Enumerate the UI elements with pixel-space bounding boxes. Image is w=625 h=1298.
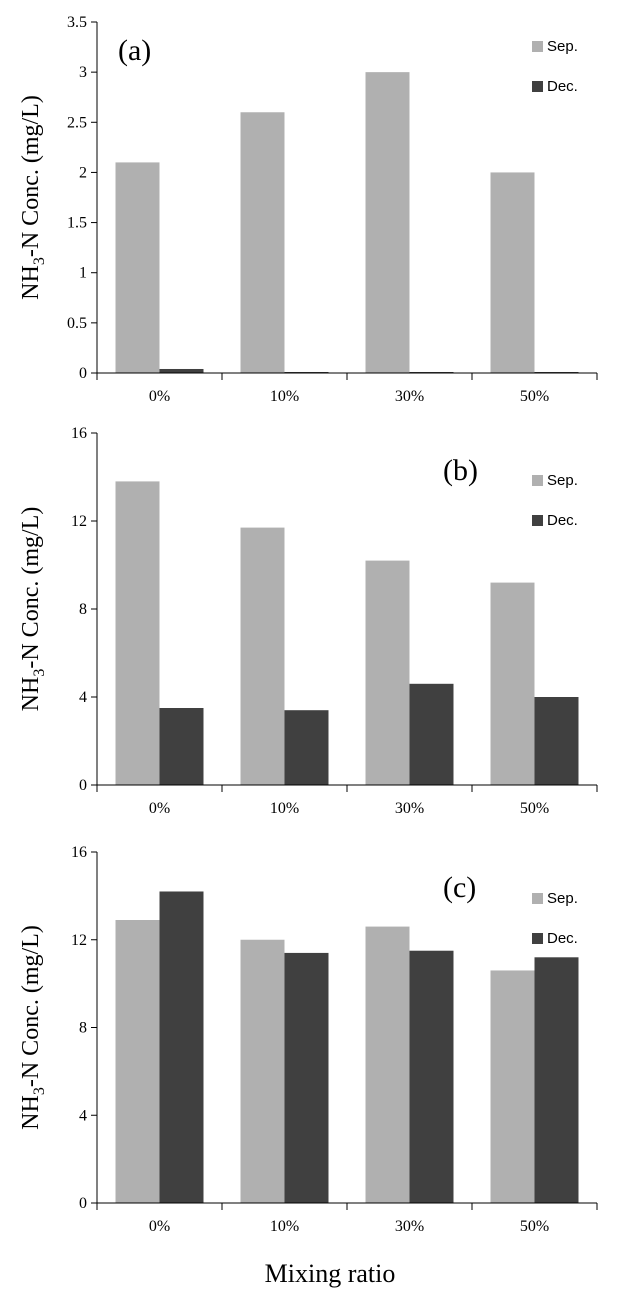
y-axis-label: NH3-N Conc. (mg/L) [18, 95, 48, 300]
y-tick-label: 8 [79, 601, 87, 618]
legend-label-sep: Sep. [547, 890, 578, 907]
bar-sep-0pct [115, 162, 160, 373]
y-tick-label: 1 [79, 265, 87, 282]
bar-dec-10pct [284, 371, 329, 373]
y-tick-label: 16 [71, 425, 87, 442]
legend-swatch-sep [532, 41, 543, 52]
bar-dec-30pct [409, 683, 454, 785]
bar-sep-50pct [490, 582, 535, 785]
bar-sep-50pct [490, 172, 535, 373]
bar-dec-10pct [284, 710, 329, 785]
y-tick-label: 12 [71, 932, 87, 949]
panel-label: (a) [118, 34, 151, 67]
y-axis-label-part: -N Conc. (mg/L) [18, 925, 44, 1087]
legend-swatch-sep [532, 893, 543, 904]
bar-sep-30pct [365, 926, 410, 1203]
bar-dec-0pct [159, 891, 204, 1203]
y-axis-label-part: NH [18, 677, 44, 712]
x-tick-label: 10% [270, 388, 299, 405]
bar-dec-30pct [409, 950, 454, 1203]
bar-dec-0pct [159, 708, 204, 785]
y-axis-label-part: NH [18, 1095, 44, 1130]
y-tick-label: 2 [79, 164, 87, 181]
bar-dec-0pct [159, 368, 204, 373]
bar-sep-10pct [240, 527, 285, 785]
x-tick-label: 0% [149, 388, 170, 405]
x-tick-label: 30% [395, 1218, 424, 1235]
x-tick-label: 30% [395, 800, 424, 817]
y-tick-label: 3.5 [67, 14, 87, 31]
bar-dec-10pct [284, 952, 329, 1203]
bar-dec-50pct [534, 371, 579, 373]
x-tick-label: 30% [395, 388, 424, 405]
y-tick-label: 4 [79, 1107, 87, 1124]
bar-dec-50pct [534, 957, 579, 1203]
y-tick-label: 16 [71, 844, 87, 861]
bar-sep-10pct [240, 939, 285, 1203]
panel-label: (c) [443, 871, 476, 904]
y-tick-label: 0 [79, 777, 87, 794]
bar-dec-30pct [409, 371, 454, 373]
bar-sep-50pct [490, 970, 535, 1203]
bar-sep-0pct [115, 481, 160, 785]
y-axis-label: NH3-N Conc. (mg/L) [18, 507, 48, 712]
x-tick-label: 50% [520, 1218, 549, 1235]
y-axis-label-part: NH [18, 265, 44, 300]
y-axis-label-subscript: 3 [31, 257, 48, 265]
y-tick-label: 1.5 [67, 215, 87, 232]
bar-sep-30pct [365, 72, 410, 374]
legend-label-dec: Dec. [547, 512, 578, 529]
y-axis-label-part: -N Conc. (mg/L) [18, 507, 44, 669]
legend-label-dec: Dec. [547, 78, 578, 95]
bar-dec-50pct [534, 697, 579, 785]
x-tick-label: 10% [270, 1218, 299, 1235]
y-tick-label: 0 [79, 1195, 87, 1212]
y-axis-label-subscript: 3 [31, 1087, 48, 1095]
x-tick-label: 0% [149, 1218, 170, 1235]
y-tick-label: 0.5 [67, 315, 87, 332]
legend-label-sep: Sep. [547, 472, 578, 489]
x-tick-label: 0% [149, 800, 170, 817]
y-tick-label: 3 [79, 64, 87, 81]
y-tick-label: 12 [71, 513, 87, 530]
x-tick-label: 50% [520, 800, 549, 817]
x-tick-label: 50% [520, 388, 549, 405]
y-axis-label-part: -N Conc. (mg/L) [18, 95, 44, 257]
y-axis-label-subscript: 3 [31, 669, 48, 677]
legend-label-sep: Sep. [547, 38, 578, 55]
legend-swatch-dec [532, 81, 543, 92]
bar-sep-10pct [240, 112, 285, 373]
legend-swatch-dec [532, 933, 543, 944]
legend-label-dec: Dec. [547, 930, 578, 947]
y-tick-label: 8 [79, 1020, 87, 1037]
chart-panel-c: 0% 10% 30% 50% 0 4 8 12 16 NH3-N Conc. (mg/L) (c) S… [18, 844, 598, 1235]
legend-swatch-sep [532, 475, 543, 486]
panel-label: (b) [443, 454, 478, 487]
x-axis-title: Mixing ratio [265, 1259, 396, 1288]
bar-sep-0pct [115, 920, 160, 1203]
y-tick-label: 4 [79, 689, 87, 706]
y-axis-label: NH3-N Conc. (mg/L) [18, 925, 48, 1130]
y-tick-label: 2.5 [67, 114, 87, 131]
legend-swatch-dec [532, 515, 543, 526]
y-tick-label: 0 [79, 365, 87, 382]
bar-sep-30pct [365, 560, 410, 785]
x-tick-label: 10% [270, 800, 299, 817]
chart-panel-b: 0% 10% 30% 50% 0 4 8 12 16 NH3-N Conc. (mg/L) (b) S… [18, 425, 598, 817]
